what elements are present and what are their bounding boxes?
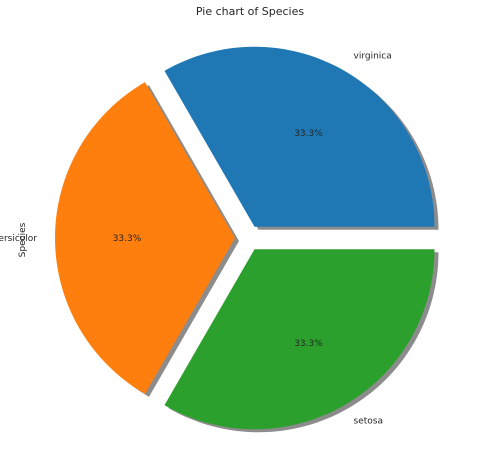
slice-percent-setosa: 33.3%	[294, 339, 323, 349]
slice-percent-virginica: 33.3%	[294, 129, 323, 139]
slice-label-virginica: virginica	[354, 51, 392, 61]
slice-label-setosa: setosa	[354, 417, 383, 427]
chart-title: Pie chart of Species	[196, 5, 305, 18]
slice-labels: virginica 33.3% versicolor 33.3% setosa 33.3%	[0, 51, 392, 426]
y-axis-label: Species	[18, 222, 28, 257]
pie-slice-virginica	[164, 46, 435, 227]
pie-slices	[55, 46, 435, 430]
slice-label-versicolor: versicolor	[0, 234, 37, 244]
pie-slice-versicolor	[55, 82, 235, 394]
slice-percent-versicolor: 33.3%	[113, 234, 142, 244]
pie-slice-setosa	[164, 249, 435, 430]
